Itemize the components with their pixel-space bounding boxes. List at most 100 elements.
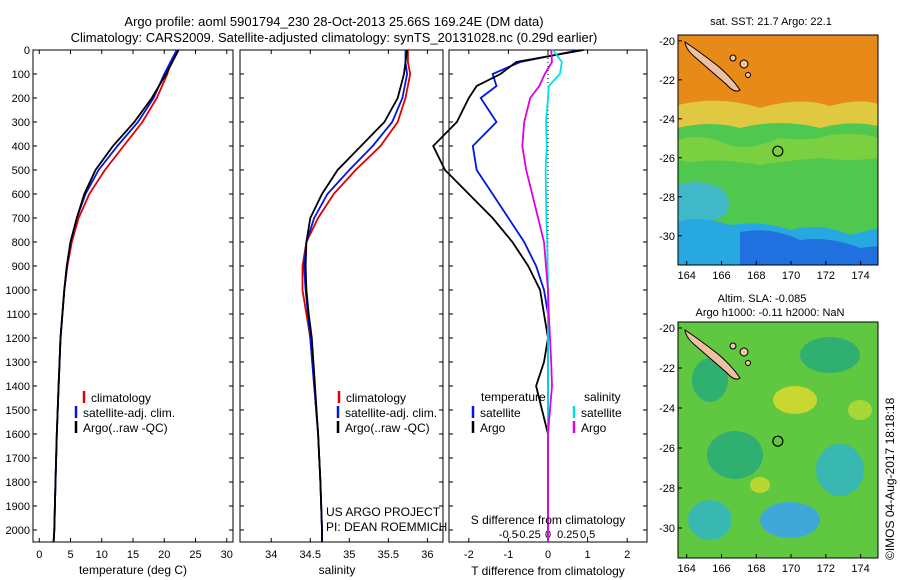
x-tick-label: 5 — [67, 549, 73, 561]
sst-transition-band — [678, 100, 878, 132]
s-difference-xlabel: S difference from climatology — [471, 513, 626, 527]
sla-map-title-1: Altim. SLA: -0.085 — [718, 293, 807, 305]
map-lon-label: 174 — [851, 563, 869, 575]
depth-tick-label: 1000 — [6, 285, 30, 297]
island-marker — [729, 342, 737, 350]
depth-tick-label: 300 — [12, 117, 30, 129]
map-lon-label: 168 — [747, 270, 765, 282]
x-tick-label: 34 — [265, 549, 277, 561]
x-tick-label: 30 — [221, 549, 233, 561]
sla-low-anomaly — [816, 444, 864, 496]
sst-coldest-zone — [740, 230, 878, 265]
depth-tick-label: 400 — [12, 141, 30, 153]
sst-warm-band — [678, 35, 878, 112]
x-tick-label: 10 — [96, 549, 108, 561]
map-lat-label: -22 — [659, 363, 675, 375]
map-lat-label: -26 — [659, 153, 675, 165]
new-caledonia-landmass — [684, 328, 741, 380]
map-lat-label: -26 — [659, 443, 675, 455]
island-marker — [739, 59, 749, 69]
map-lon-label: 166 — [712, 563, 730, 575]
depth-tick-label: 900 — [12, 261, 30, 273]
legend-label-argo: Argo(..raw -QC) — [345, 421, 430, 435]
sla-low-anomaly — [760, 502, 820, 538]
series-line-argo-raw-qc- — [304, 49, 408, 542]
copyright-credit: ©IMOS 04-Aug-2017 18:18:18 — [883, 397, 897, 560]
sst-map-frame — [677, 34, 879, 266]
depth-tick-label: 1700 — [6, 453, 30, 465]
series-line-argo-raw-qc- — [52, 49, 180, 543]
depth-tick-label: 600 — [12, 189, 30, 201]
depth-tick-label: 2000 — [6, 525, 30, 537]
depth-tick-label: 1600 — [6, 429, 30, 441]
temperature-legend: climatology satellite-adj. clim. Argo(..… — [74, 391, 175, 435]
x-tick-label: -2 — [464, 549, 474, 561]
sst-map: sat. SST: 21.7 Argo: 22.1 164 166 168 170 17… — [659, 16, 879, 282]
x-tick-label: 0 — [36, 549, 42, 561]
depth-tick-label: 1300 — [6, 357, 30, 369]
s-tick-label: 0.5 — [580, 529, 595, 541]
map-lat-label: -20 — [659, 323, 675, 335]
legend-label-t-satellite: satellite — [480, 406, 521, 420]
map-lon-label: 172 — [817, 563, 835, 575]
pi-annotation: PI: DEAN ROEMMICH — [326, 520, 447, 534]
x-tick-label: 35 — [343, 549, 355, 561]
map-lat-label: -20 — [659, 36, 675, 48]
series-line-temperature-argo — [432, 49, 584, 542]
map-lon-label: 170 — [782, 563, 800, 575]
sla-low-anomaly — [800, 337, 860, 373]
depth-tick-label: 1100 — [6, 309, 30, 321]
sla-low-anomaly — [692, 358, 728, 402]
depth-tick-label: 1900 — [6, 501, 30, 513]
map-lon-label: 164 — [678, 270, 696, 282]
depth-tick-label: 100 — [12, 69, 30, 81]
map-lat-label: -24 — [659, 114, 675, 126]
temperature-plot-frame — [32, 49, 234, 543]
temperature-xlabel: temperature (deg C) — [79, 563, 187, 577]
t-difference-xlabel: T difference from climatology — [471, 564, 625, 578]
map-lon-label: 174 — [851, 270, 869, 282]
x-tick-label: 20 — [158, 549, 170, 561]
island-marker — [745, 360, 751, 366]
x-tick-label: 0 — [545, 549, 551, 561]
map-lon-label: 164 — [678, 563, 696, 575]
legend-label-satellite: satellite-adj. clim. — [83, 406, 175, 420]
sla-high-anomaly — [848, 400, 872, 420]
map-lat-label: -22 — [659, 75, 675, 87]
figure-subtitle: Climatology: CARS2009. Satellite-adjuste… — [70, 30, 598, 45]
sst-light-green-band — [678, 134, 878, 165]
sst-cool-patch-west — [678, 182, 729, 224]
series-line-salinity-satellite — [544, 49, 563, 542]
island-marker — [729, 54, 737, 62]
argo-position-marker — [772, 145, 784, 157]
sla-high-anomaly — [750, 477, 770, 493]
new-caledonia-landmass — [684, 40, 741, 92]
legend-label-argo: Argo(..raw -QC) — [83, 421, 168, 435]
legend-label-climatology: climatology — [346, 391, 406, 405]
legend-title-temperature: temperature — [481, 390, 546, 404]
temperature-panel: 0100200300400500600700800900100011001200… — [6, 45, 234, 577]
depth-tick-label: 700 — [12, 213, 30, 225]
map-lat-label: -28 — [659, 192, 675, 204]
x-tick-label: 2 — [624, 549, 630, 561]
legend-label-s-argo: Argo — [581, 421, 607, 435]
depth-tick-label: 1400 — [6, 381, 30, 393]
depth-tick-label: 200 — [12, 93, 30, 105]
legend-label-t-argo: Argo — [480, 421, 506, 435]
map-lon-label: 172 — [817, 270, 835, 282]
legend-label-s-satellite: satellite — [581, 406, 622, 420]
argo-position-marker — [772, 435, 784, 447]
salinity-xlabel: salinity — [319, 563, 356, 577]
x-tick-label: 34.5 — [300, 549, 321, 561]
legend-title-salinity: salinity — [584, 390, 621, 404]
sla-low-anomaly — [688, 500, 732, 540]
x-tick-label: 1 — [585, 549, 591, 561]
legend-label-satellite: satellite-adj. clim. — [345, 406, 437, 420]
island-marker — [745, 72, 751, 78]
sst-map-title: sat. SST: 21.7 Argo: 22.1 — [710, 16, 832, 28]
x-tick-label: -1 — [504, 549, 514, 561]
map-lat-label: -24 — [659, 403, 675, 415]
difference-legend: temperature salinity satellite Argo sate… — [471, 390, 622, 435]
